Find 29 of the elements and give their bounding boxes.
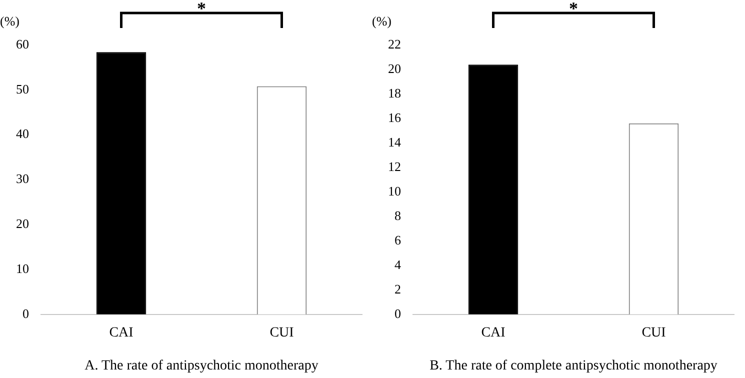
y-tick-label: 8 xyxy=(394,208,401,223)
y-tick-label: 22 xyxy=(388,36,401,52)
y-tick-label: 30 xyxy=(16,171,29,186)
y-tick-label: 2 xyxy=(394,281,401,296)
y-tick-label: 10 xyxy=(388,183,401,198)
text: * xyxy=(569,0,578,19)
x-tick-label: CAI xyxy=(109,325,134,340)
y-tick-label: 20 xyxy=(388,60,401,76)
x-tick-label: CAI xyxy=(481,325,506,340)
y-tick-label: 20 xyxy=(16,216,29,232)
y-tick-label: 14 xyxy=(388,134,402,150)
x-tick-label: CUI xyxy=(270,325,294,340)
y-tick-label: 12 xyxy=(388,158,401,174)
y-tick-label: 18 xyxy=(388,85,401,100)
y-tick-label: 60 xyxy=(16,36,29,52)
y-axis-title: (%) xyxy=(0,13,20,28)
x-axis-title: A. The rate of antipsychotic monotherapy xyxy=(84,358,318,374)
y-tick-label: 10 xyxy=(16,260,29,276)
y-tick-label: 16 xyxy=(388,110,402,125)
text: * xyxy=(197,0,206,19)
x-tick-label: CUI xyxy=(642,325,666,340)
y-tick-label: 40 xyxy=(16,126,29,142)
y-tick-label: 0 xyxy=(22,306,29,321)
x-axis-title: B. The rate of complete antipsychotic monotherapy xyxy=(430,358,718,374)
y-axis-title: (%) xyxy=(372,13,392,28)
y-tick-label: 50 xyxy=(16,81,29,96)
y-tick-label: 0 xyxy=(394,306,401,321)
y-tick-label: 4 xyxy=(394,256,402,272)
y-tick-label: 6 xyxy=(394,232,402,248)
